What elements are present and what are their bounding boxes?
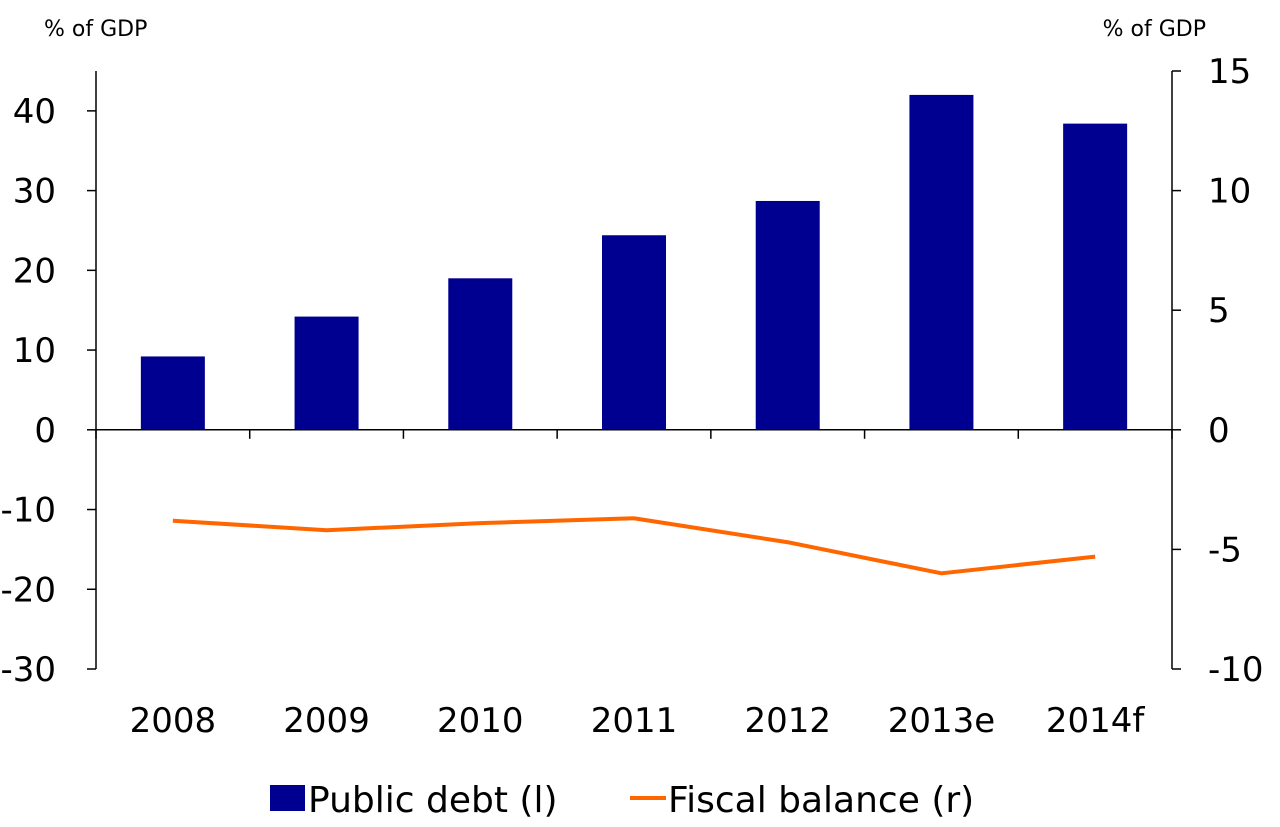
bar-public-debt	[1063, 123, 1128, 430]
left-axis: 40 30 20 10 0 -10 -20 -30	[0, 71, 97, 690]
category-label: 2008	[130, 701, 217, 741]
right-axis-tick-label: 5	[1208, 291, 1230, 331]
category-labels: 2008 2009 2010 2011 2012 2013e 2014f	[130, 701, 1146, 741]
category-label: 2014f	[1046, 701, 1146, 741]
left-axis-tick-label: 30	[13, 172, 56, 212]
category-label: 2011	[591, 701, 678, 741]
left-axis-unit-label: % of GDP	[44, 17, 147, 42]
legend: Public debt (l) Fiscal balance (r)	[270, 780, 974, 821]
right-axis-tick-label: 0	[1208, 411, 1230, 451]
category-label: 2013e	[888, 701, 995, 741]
left-axis-tick-label: -20	[0, 570, 56, 610]
category-label: 2010	[437, 701, 524, 741]
line-fiscal-balance	[172, 516, 1096, 576]
left-axis-tick-label: 20	[13, 251, 56, 291]
left-axis-tick-label: -30	[0, 650, 56, 690]
x-axis	[95, 429, 1173, 439]
bar-public-debt	[602, 235, 666, 430]
bar-public-debt	[755, 200, 820, 430]
bar-public-debt	[909, 94, 974, 430]
left-axis-tick-label: -10	[0, 491, 56, 531]
right-axis-tick-label: -10	[1208, 650, 1264, 690]
left-axis-tick-label: 10	[13, 331, 56, 371]
legend-swatch-public-debt	[270, 785, 305, 811]
line-series-fiscal-balance	[172, 516, 1096, 576]
left-axis-tick-label: 40	[13, 92, 56, 132]
category-label: 2012	[744, 701, 831, 741]
bar-public-debt	[294, 316, 359, 430]
right-axis: 15 10 5 0 -5 -10	[1171, 52, 1264, 690]
left-axis-tick-label: 0	[34, 411, 56, 451]
legend-label-fiscal-balance: Fiscal balance (r)	[668, 780, 974, 821]
legend-label-public-debt: Public debt (l)	[308, 780, 558, 821]
right-axis-tick-label: -5	[1208, 530, 1242, 570]
right-axis-unit-label: % of GDP	[1103, 17, 1206, 42]
bar-public-debt	[140, 356, 205, 430]
bar-public-debt	[448, 278, 513, 430]
right-axis-tick-label: 10	[1208, 172, 1251, 212]
bar-series-public-debt	[140, 94, 1128, 430]
right-axis-tick-label: 15	[1208, 52, 1251, 92]
category-label: 2009	[283, 701, 370, 741]
